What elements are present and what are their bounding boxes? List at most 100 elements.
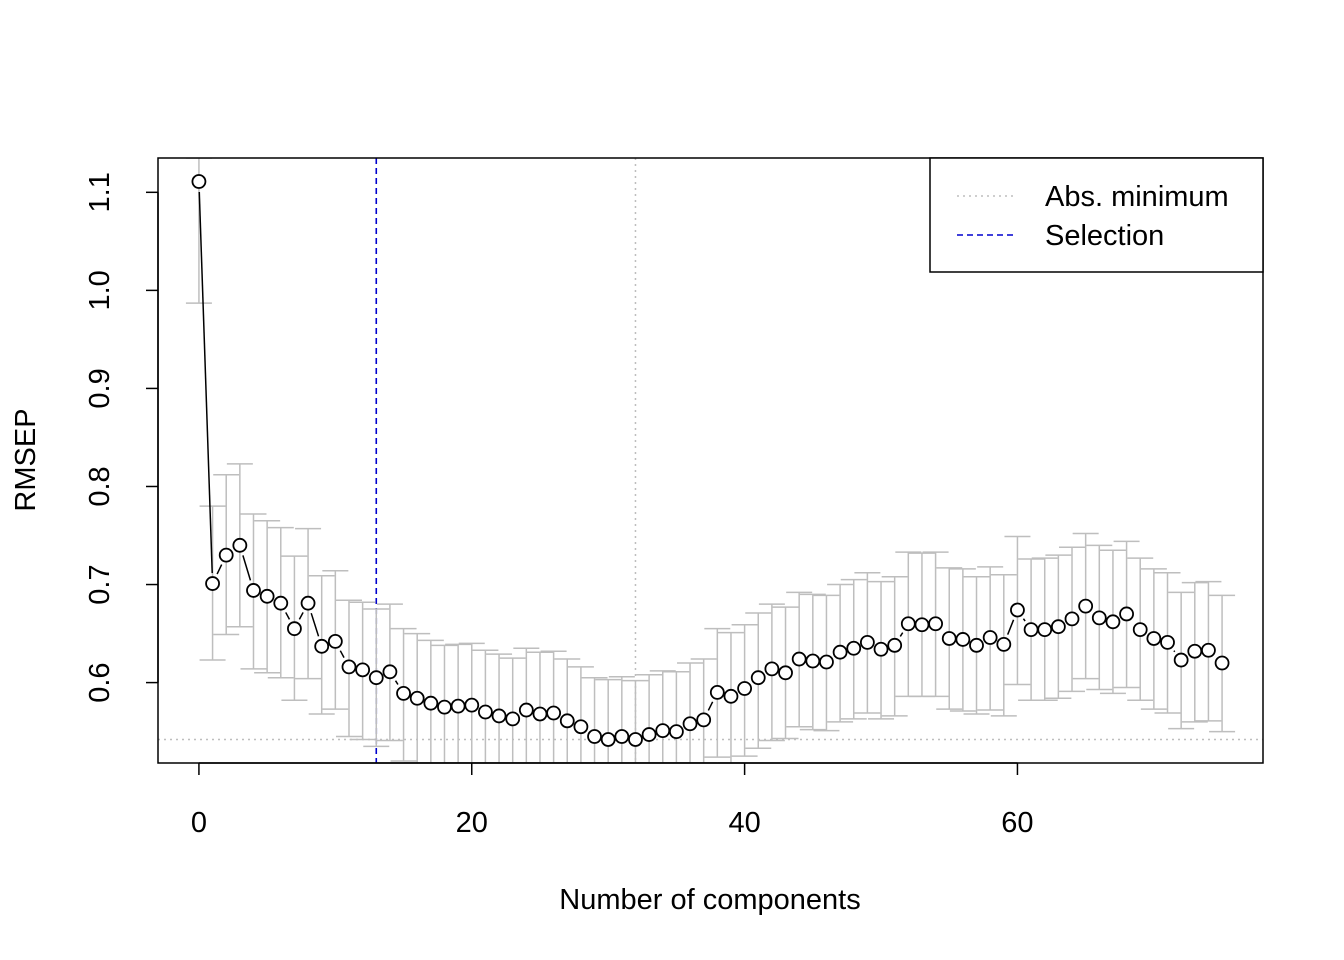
data-point — [791, 651, 807, 667]
data-point — [846, 640, 862, 656]
connector-line — [899, 632, 904, 637]
data-point — [1214, 655, 1230, 671]
connector-line — [310, 612, 320, 637]
data-point — [437, 699, 452, 715]
connector-lines — [198, 192, 1176, 711]
data-point — [1091, 610, 1107, 626]
data-point — [505, 711, 521, 727]
data-point — [341, 659, 357, 675]
data-point — [600, 732, 616, 747]
connector-line — [242, 555, 252, 581]
data-point — [368, 670, 384, 686]
connector-line — [339, 650, 345, 659]
plot-content — [158, 158, 1263, 763]
error-bar — [636, 674, 663, 763]
data-point — [969, 637, 984, 653]
data-point — [668, 724, 684, 740]
data-point — [805, 653, 821, 669]
data-point — [832, 644, 848, 660]
data-point — [682, 716, 698, 732]
data-point — [1187, 643, 1203, 659]
data-point — [1064, 611, 1080, 627]
data-point — [928, 616, 943, 632]
data-point — [1132, 622, 1148, 638]
data-point — [887, 637, 903, 653]
data-point — [518, 702, 534, 718]
connector-line — [1006, 619, 1015, 635]
data-point — [641, 727, 657, 742]
data-point — [273, 595, 289, 611]
error-bar — [567, 666, 594, 763]
x-axis-label: Number of components — [559, 884, 860, 916]
data-point — [246, 583, 261, 598]
data-point — [191, 174, 207, 189]
connector-line — [198, 192, 213, 574]
data-point — [696, 712, 712, 728]
error-bar — [690, 658, 717, 763]
data-point — [587, 729, 602, 744]
connector-line — [216, 564, 223, 575]
data-point — [423, 695, 439, 711]
data-point — [900, 616, 916, 632]
data-point — [628, 732, 643, 747]
error-bar — [581, 676, 608, 763]
connector-line — [298, 612, 304, 620]
x-tick-label: 60 — [1001, 807, 1033, 839]
data-point — [314, 638, 330, 654]
legend-selection-label: Selection — [1045, 220, 1164, 252]
data-point — [1023, 622, 1039, 638]
data-point — [1078, 598, 1094, 614]
y-axis-label: RMSEP — [10, 408, 42, 511]
y-tick-label: 0.9 — [84, 368, 116, 408]
data-point — [1160, 634, 1175, 650]
data-point — [764, 661, 780, 677]
data-points — [191, 174, 1230, 747]
x-axis: 0 20 40 60 — [191, 762, 1034, 839]
legend: Abs. minimum Selection — [929, 157, 1264, 273]
data-point — [450, 698, 466, 714]
data-point — [478, 704, 493, 720]
data-point — [573, 719, 589, 735]
error-bar — [663, 671, 690, 763]
data-point — [1173, 652, 1189, 668]
error-bar — [608, 675, 635, 763]
y-tick-label: 1.1 — [84, 172, 116, 212]
data-point — [737, 681, 753, 696]
x-tick-label: 40 — [728, 807, 760, 839]
y-axis: 0.6 0.7 0.8 0.9 1.0 1.1 — [84, 172, 159, 703]
connector-line — [394, 680, 399, 685]
data-point — [396, 685, 411, 701]
data-point — [655, 723, 671, 739]
data-point — [532, 706, 548, 722]
x-tick-label: 20 — [456, 807, 488, 839]
error-bar — [622, 679, 649, 763]
y-tick-label: 0.8 — [84, 466, 116, 506]
legend-box — [929, 157, 1264, 273]
data-point — [300, 595, 316, 611]
data-point — [546, 705, 562, 721]
data-point — [491, 708, 507, 724]
data-point — [355, 662, 371, 678]
data-point — [723, 688, 739, 704]
data-point — [1050, 619, 1066, 635]
data-point — [982, 630, 998, 645]
legend-abs-minimum-label: Abs. minimum — [1045, 181, 1229, 213]
data-point — [941, 631, 957, 646]
error-bar — [554, 658, 581, 763]
data-point — [1146, 631, 1162, 646]
data-point — [709, 685, 725, 700]
connector-line — [1173, 650, 1176, 653]
connector-line — [707, 701, 714, 711]
data-point — [382, 664, 398, 680]
data-point — [955, 632, 971, 647]
data-point — [778, 665, 793, 681]
error-bar — [677, 662, 704, 763]
y-tick-label: 0.6 — [84, 662, 116, 702]
data-point — [409, 690, 425, 706]
data-point — [1119, 606, 1134, 622]
data-point — [1010, 602, 1025, 618]
data-point — [287, 621, 302, 637]
data-point — [1037, 622, 1053, 638]
data-point — [614, 729, 630, 744]
